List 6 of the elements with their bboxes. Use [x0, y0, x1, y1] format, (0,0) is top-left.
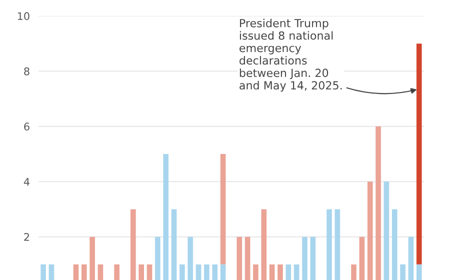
annotation: President Trump issued 8 national emergency declarations between Jan. 20 and May 14, 2025. — [240, 18, 342, 92]
y-tick-label: 4 — [24, 178, 30, 186]
y-tick-label: 6 — [24, 122, 30, 130]
y-tick-label: 2 — [24, 233, 30, 241]
y-tick-label: 8 — [24, 67, 30, 76]
y-tick-label: 10 — [18, 12, 30, 20]
